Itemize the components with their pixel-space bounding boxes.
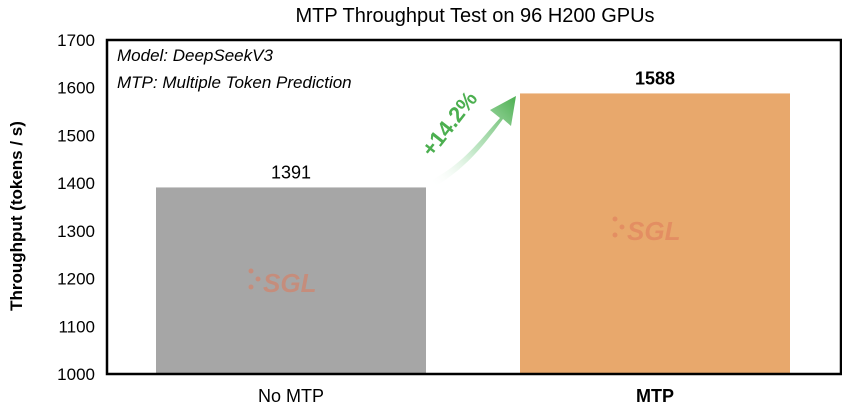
y-tick-label: 1400	[57, 174, 95, 193]
sgl-watermark-text: SGL	[627, 216, 680, 246]
bar-value-label: 1588	[635, 68, 675, 88]
y-axis-ticks: 1000 1100 1200 1300 1400 1500 1600 1700	[57, 31, 95, 384]
sgl-watermark-text: SGL	[263, 268, 316, 298]
y-axis-label: Throughput (tokens / s)	[7, 121, 26, 311]
model-annotation: Model: DeepSeekV3	[117, 46, 273, 65]
y-tick-label: 1500	[57, 126, 95, 145]
x-axis-labels: No MTP MTP	[258, 386, 674, 406]
speedup-arrow	[432, 96, 516, 186]
logo-dot	[255, 276, 261, 282]
y-tick-label: 1000	[57, 365, 95, 384]
x-category-label: MTP	[636, 386, 674, 406]
bar-no-mtp	[156, 187, 426, 374]
chart-title: MTP Throughput Test on 96 H200 GPUs	[295, 5, 654, 27]
mtp-annotation: MTP: Multiple Token Prediction	[117, 73, 352, 92]
bar-mtp	[520, 93, 790, 374]
x-category-label: No MTP	[258, 386, 324, 406]
logo-dot	[248, 284, 254, 290]
logo-dot	[612, 216, 618, 222]
sgl-watermark: SGL	[612, 216, 680, 246]
logo-dot	[612, 232, 618, 238]
bars: 1391 SGL 1588 SGL	[156, 68, 790, 374]
y-tick-label: 1600	[57, 79, 95, 98]
y-tick-label: 1700	[57, 31, 95, 50]
bar-value-label: 1391	[271, 162, 311, 182]
y-tick-label: 1200	[57, 270, 95, 289]
plot-frame	[105, 38, 842, 376]
y-tick-label: 1300	[57, 222, 95, 241]
logo-dot	[619, 224, 625, 230]
logo-dot	[248, 268, 254, 274]
sgl-watermark: SGL	[248, 268, 316, 298]
y-tick-label: 1100	[58, 317, 95, 336]
